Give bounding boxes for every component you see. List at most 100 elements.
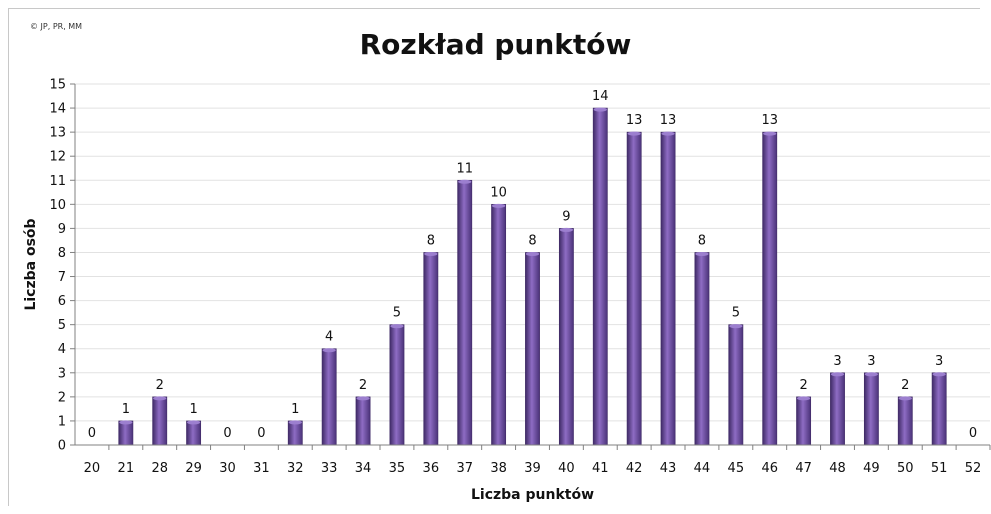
x-tick-label: 31 (253, 461, 270, 476)
data-label: 1 (122, 402, 130, 417)
bar (660, 131, 676, 446)
data-label: 13 (761, 113, 778, 128)
bar-cap (153, 396, 167, 401)
y-tick-label: 8 (58, 246, 66, 261)
data-label: 8 (698, 233, 706, 248)
x-tick-label: 51 (931, 461, 948, 476)
x-tick-label: 40 (558, 461, 575, 476)
bar (525, 252, 540, 446)
data-label: 2 (901, 378, 909, 393)
bar (694, 252, 710, 446)
bar (931, 372, 947, 446)
bar (457, 179, 473, 446)
bar (491, 204, 507, 446)
bar (897, 396, 913, 446)
bar-cap (627, 131, 641, 136)
data-label: 11 (456, 161, 473, 176)
bar (389, 324, 405, 446)
y-tick-label: 2 (58, 390, 66, 405)
data-label: 10 (490, 185, 507, 200)
data-label: 3 (833, 354, 841, 369)
data-label: 4 (325, 330, 333, 345)
bar-cap (932, 372, 946, 377)
y-tick-label: 9 (58, 222, 66, 237)
y-tick-label: 7 (58, 270, 66, 285)
bar (152, 396, 168, 446)
bar-cap (559, 227, 574, 232)
y-tick-label: 12 (49, 150, 66, 165)
y-tick-label: 10 (49, 198, 66, 213)
x-tick-label: 38 (490, 461, 507, 476)
bar-cap (661, 131, 675, 136)
x-tick-label: 43 (660, 461, 677, 476)
y-tick-label: 13 (49, 126, 66, 141)
bar-cap (830, 372, 845, 377)
chart-title: Rozkład punktów (359, 28, 632, 61)
bar-cap (593, 107, 607, 112)
data-label: 2 (359, 378, 367, 393)
y-tick-label: 14 (49, 102, 66, 117)
bar-cap (763, 131, 777, 136)
x-tick-label: 50 (897, 461, 914, 476)
bar-cap (864, 372, 879, 377)
bar-cap (729, 324, 743, 329)
chart-frame (8, 8, 980, 506)
x-tick-label: 48 (829, 461, 846, 476)
bar-cap (796, 396, 811, 401)
bar-cap (424, 251, 438, 256)
y-tick-label: 1 (58, 414, 66, 429)
x-tick-label: 36 (423, 461, 440, 476)
data-label: 2 (156, 378, 164, 393)
bar-cap (525, 251, 540, 256)
bar (626, 131, 642, 446)
x-tick-label: 28 (151, 461, 168, 476)
bar-cap (356, 396, 370, 401)
bar-cap (390, 324, 404, 329)
data-label: 8 (528, 233, 536, 248)
y-tick-label: 11 (49, 174, 66, 189)
bar (118, 420, 134, 446)
x-tick-label: 37 (456, 461, 473, 476)
data-label: 3 (935, 354, 943, 369)
bar-cap (898, 396, 912, 401)
data-label: 8 (427, 233, 435, 248)
data-label: 5 (393, 306, 401, 321)
bar (355, 396, 371, 446)
bar (558, 228, 574, 446)
x-tick-label: 35 (389, 461, 406, 476)
x-tick-label: 52 (965, 461, 982, 476)
bar (728, 324, 744, 446)
data-label: 9 (562, 209, 570, 224)
x-tick-label: 29 (185, 461, 202, 476)
bar (796, 396, 812, 446)
data-label: 3 (867, 354, 875, 369)
x-tick-label: 47 (795, 461, 812, 476)
bar-cap (458, 179, 472, 184)
bar (287, 420, 303, 446)
bar (830, 372, 845, 446)
bar-cap (186, 420, 201, 425)
bar-cap (491, 203, 506, 208)
bar-cap (119, 420, 133, 425)
bar (863, 372, 879, 446)
x-tick-label: 30 (219, 461, 236, 476)
data-label: 1 (291, 402, 299, 417)
data-label: 13 (660, 113, 677, 128)
bars (108, 107, 991, 450)
data-label: 0 (257, 426, 265, 441)
bar-cap (322, 348, 336, 353)
data-label: 2 (799, 378, 807, 393)
bar-cap (288, 420, 302, 425)
y-axis-title: Liczba osób (23, 218, 39, 310)
x-tick-label: 42 (626, 461, 643, 476)
data-label: 14 (592, 89, 609, 104)
x-axis-title: Liczba punktów (471, 487, 594, 503)
x-tick-label: 32 (287, 461, 304, 476)
bar-cap (695, 251, 709, 256)
x-tick-label: 21 (118, 461, 135, 476)
data-label: 5 (732, 306, 740, 321)
x-tick-label: 39 (524, 461, 541, 476)
y-tick-label: 3 (58, 366, 66, 381)
